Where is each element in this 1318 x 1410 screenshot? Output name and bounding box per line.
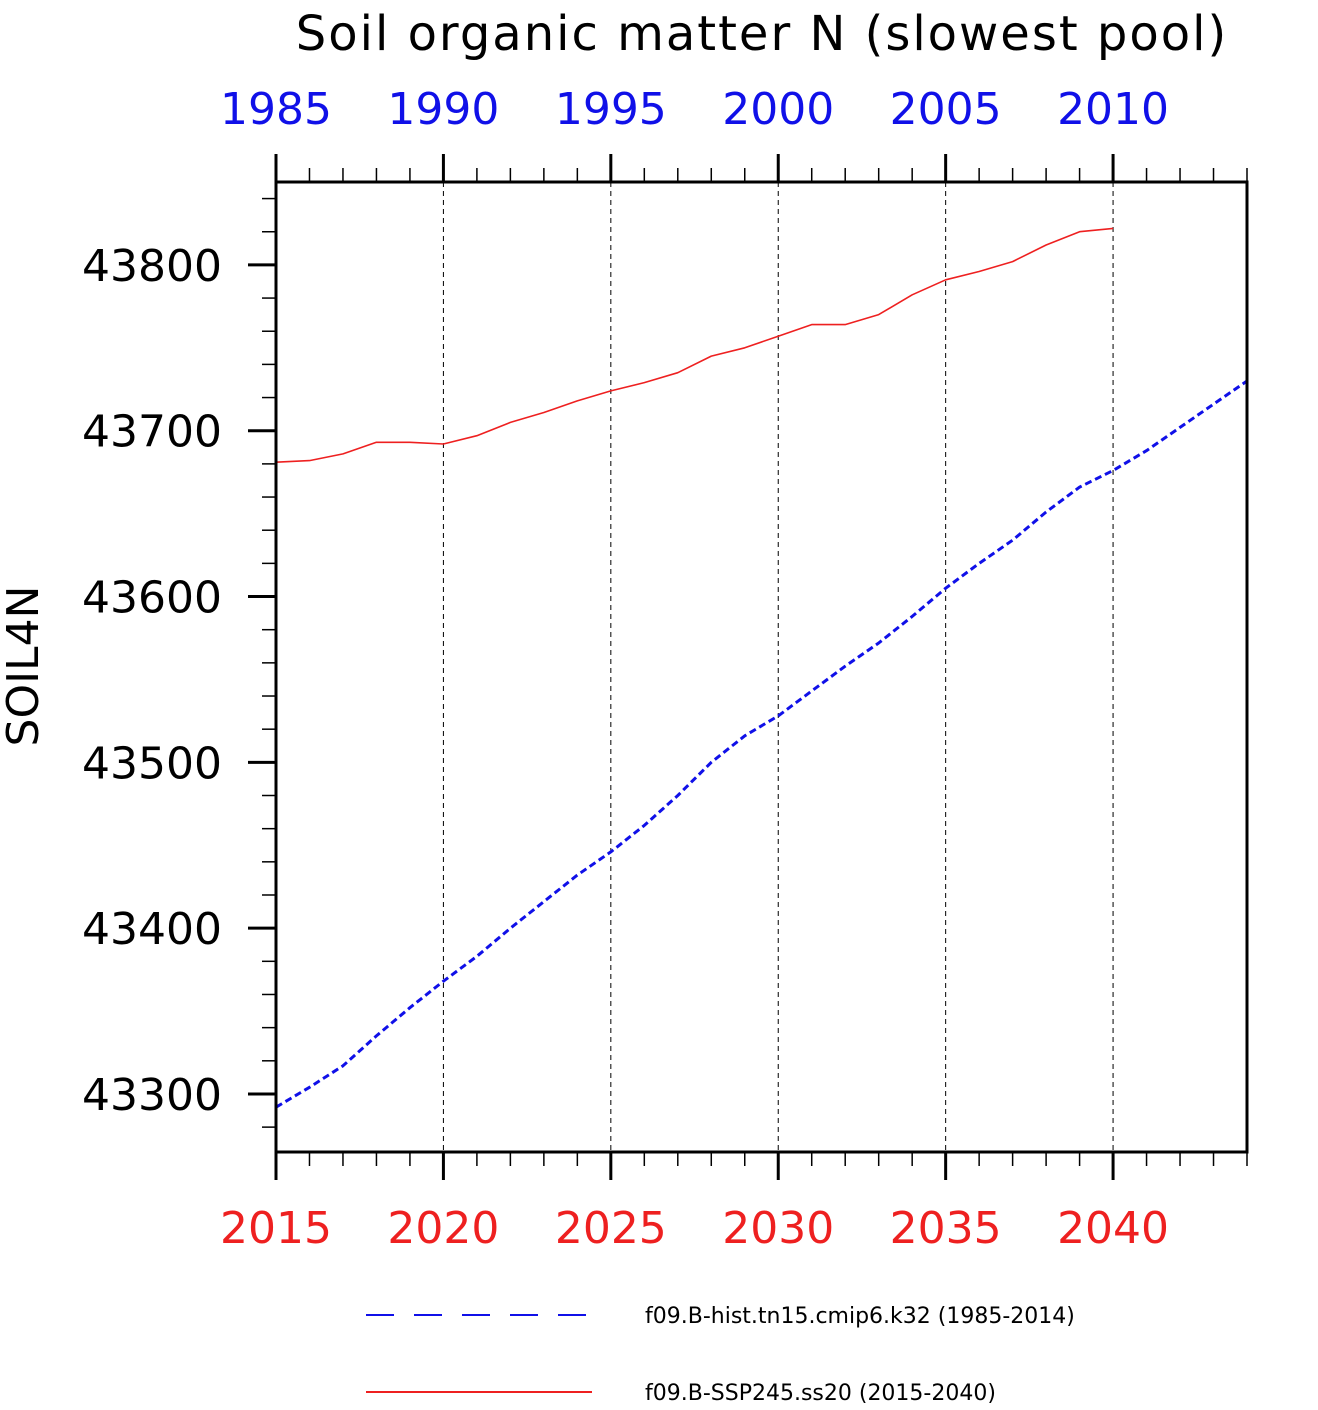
x-tick-label-top: 2000 bbox=[722, 84, 834, 135]
y-tick-label: 43600 bbox=[82, 573, 222, 624]
series-line-1 bbox=[275, 227, 1114, 463]
plot-frame bbox=[274, 180, 1249, 1154]
y-tick-label: 43800 bbox=[82, 241, 222, 292]
axis-ticks bbox=[248, 154, 1248, 1180]
x-tick-label-top: 1995 bbox=[555, 84, 667, 135]
x-tick-label-bottom: 2035 bbox=[890, 1203, 1002, 1254]
x-tick-label-bottom: 2025 bbox=[555, 1203, 667, 1254]
legend: f09.B-hist.tn15.cmip6.k32 (1985-2014) f0… bbox=[366, 1304, 1075, 1406]
x-tick-label-top: 1990 bbox=[387, 84, 499, 135]
y-axis-label: SOIL4N bbox=[0, 586, 49, 747]
x-tick-label-bottom: 2015 bbox=[220, 1203, 332, 1254]
y-tick-label: 43300 bbox=[82, 1070, 222, 1121]
y-tick-label: 43700 bbox=[82, 407, 222, 458]
chart-title: Soil organic matter N (slowest pool) bbox=[296, 6, 1228, 62]
x-tick-label-top: 1985 bbox=[220, 84, 332, 135]
series-line-0 bbox=[275, 379, 1248, 1109]
y-tick-label: 43500 bbox=[82, 738, 222, 789]
x-tick-label-top: 2005 bbox=[890, 84, 1002, 135]
x-tick-label-bottom: 2040 bbox=[1057, 1203, 1169, 1254]
x-tick-label-bottom: 2030 bbox=[722, 1203, 834, 1254]
series-layer bbox=[275, 227, 1248, 1109]
legend-label-ssp: f09.B-SSP245.ss20 (2015-2040) bbox=[645, 1381, 996, 1406]
x-tick-label-top: 2010 bbox=[1057, 84, 1169, 135]
x-tick-label-bottom: 2020 bbox=[387, 1203, 499, 1254]
grid-lines bbox=[442, 182, 1114, 1152]
y-tick-label: 43400 bbox=[82, 904, 222, 955]
legend-label-hist: f09.B-hist.tn15.cmip6.k32 (1985-2014) bbox=[645, 1304, 1075, 1329]
axis-tick-labels: 2015 2020 2025 2030 2035 2040 1985 1990 1995 2000… bbox=[82, 84, 1169, 1254]
